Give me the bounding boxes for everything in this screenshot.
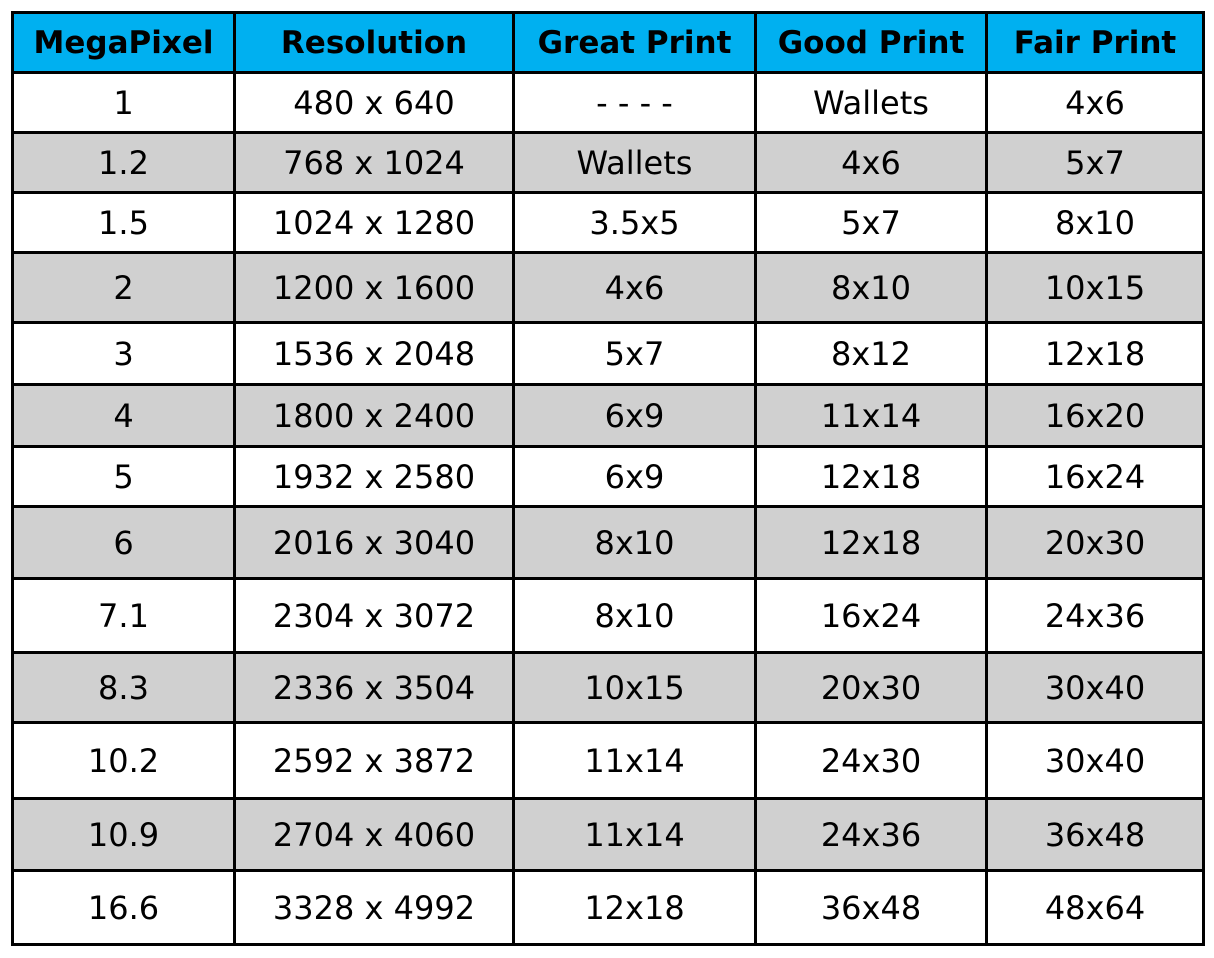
table-row: 1.2 768 x 1024 Wallets 4x6 5x7 bbox=[11, 131, 1205, 194]
table-cell: Wallets bbox=[754, 71, 988, 134]
header-row: MegaPixel Resolution Great Print Good Print… bbox=[11, 11, 1205, 74]
table-cell: Wallets bbox=[512, 131, 757, 194]
table-cell: 1200 x 1600 bbox=[233, 251, 515, 324]
table-row: 3 1536 x 2048 5x7 8x12 12x18 bbox=[11, 321, 1205, 386]
table-cell: 7.1 bbox=[11, 577, 236, 654]
table-row: 10.9 2704 x 4060 11x14 24x36 36x48 bbox=[11, 797, 1205, 872]
table-cell: 12x18 bbox=[754, 505, 988, 580]
table-cell: 3328 x 4992 bbox=[233, 869, 515, 946]
table-cell: 4x6 bbox=[985, 71, 1205, 134]
table-row: 6 2016 x 3040 8x10 12x18 20x30 bbox=[11, 505, 1205, 580]
table-cell: 48x64 bbox=[985, 869, 1205, 946]
table-cell: 4 bbox=[11, 383, 236, 448]
table-cell: 11x14 bbox=[512, 797, 757, 872]
table-cell: 30x40 bbox=[985, 721, 1205, 800]
table-cell: 10x15 bbox=[985, 251, 1205, 324]
table-cell: 1.5 bbox=[11, 191, 236, 254]
table-cell: 12x18 bbox=[512, 869, 757, 946]
table-cell: 2016 x 3040 bbox=[233, 505, 515, 580]
header-cell: Great Print bbox=[512, 11, 757, 74]
table-cell: 5x7 bbox=[985, 131, 1205, 194]
table-row: 1 480 x 640- - - - Wallets 4x6 bbox=[11, 71, 1205, 134]
table-cell: 1800 x 2400 bbox=[233, 383, 515, 448]
table-row: 16.6 3328 x 4992 12x18 36x48 48x64 bbox=[11, 869, 1205, 946]
table-cell: 5x7 bbox=[754, 191, 988, 254]
table-cell: 24x30 bbox=[754, 721, 988, 800]
table-cell: 16x24 bbox=[754, 577, 988, 654]
table-cell: 20x30 bbox=[754, 651, 988, 724]
table-cell: 36x48 bbox=[754, 869, 988, 946]
table-row: 4 1800 x 2400 6x9 11x14 16x20 bbox=[11, 383, 1205, 448]
table-cell: 30x40 bbox=[985, 651, 1205, 724]
table-cell: 2704 x 4060 bbox=[233, 797, 515, 872]
table-cell: 36x48 bbox=[985, 797, 1205, 872]
table-cell: 12x18 bbox=[985, 321, 1205, 386]
table-cell: 20x30 bbox=[985, 505, 1205, 580]
header-cell: MegaPixel bbox=[11, 11, 236, 74]
table-cell: 4x6 bbox=[512, 251, 757, 324]
table-cell: 2 bbox=[11, 251, 236, 324]
table-row: 8.3 2336 x 3504 10x15 20x30 30x40 bbox=[11, 651, 1205, 724]
table-cell: 3.5x5 bbox=[512, 191, 757, 254]
table-cell: 8x10 bbox=[512, 505, 757, 580]
table-cell: 12x18 bbox=[754, 445, 988, 508]
header-cell: Resolution bbox=[233, 11, 515, 74]
table-cell: 4x6 bbox=[754, 131, 988, 194]
table-cell: 6x9 bbox=[512, 445, 757, 508]
print-size-table: MegaPixel Resolution Great Print Good Print… bbox=[11, 11, 1205, 946]
table-cell: 16.6 bbox=[11, 869, 236, 946]
table-cell: 10.9 bbox=[11, 797, 236, 872]
table-cell: 24x36 bbox=[985, 577, 1205, 654]
table-cell: 11x14 bbox=[754, 383, 988, 448]
table-cell: - - - - bbox=[512, 71, 757, 134]
table-cell: 6 bbox=[11, 505, 236, 580]
table-cell: 480 x 640 bbox=[233, 71, 515, 134]
header-cell: Fair Print bbox=[985, 11, 1205, 74]
table-row: 7.1 2304 x 3072 8x10 16x24 24x36 bbox=[11, 577, 1205, 654]
table-cell: 8x10 bbox=[754, 251, 988, 324]
table-cell: 1024 x 1280 bbox=[233, 191, 515, 254]
table-row: 1.5 1024 x 1280 3.5x5 5x7 8x10 bbox=[11, 191, 1205, 254]
table-cell: 8x10 bbox=[512, 577, 757, 654]
table-row: 5 1932 x 2580 6x9 12x18 16x24 bbox=[11, 445, 1205, 508]
header-cell: Good Print bbox=[754, 11, 988, 74]
table-cell: 16x24 bbox=[985, 445, 1205, 508]
table-cell: 1.2 bbox=[11, 131, 236, 194]
table-row: 2 1200 x 1600 4x6 8x10 10x15 bbox=[11, 251, 1205, 324]
table-cell: 24x36 bbox=[754, 797, 988, 872]
table-cell: 8x12 bbox=[754, 321, 988, 386]
table-row: 10.2 2592 x 3872 11x14 24x30 30x40 bbox=[11, 721, 1205, 800]
table-cell: 10.2 bbox=[11, 721, 236, 800]
table-cell: 5 bbox=[11, 445, 236, 508]
table-cell: 8.3 bbox=[11, 651, 236, 724]
table-cell: 16x20 bbox=[985, 383, 1205, 448]
table-cell: 2336 x 3504 bbox=[233, 651, 515, 724]
table-cell: 1 bbox=[11, 71, 236, 134]
table-cell: 10x15 bbox=[512, 651, 757, 724]
table-cell: 5x7 bbox=[512, 321, 757, 386]
table-cell: 2304 x 3072 bbox=[233, 577, 515, 654]
table-cell: 1932 x 2580 bbox=[233, 445, 515, 508]
table-cell: 8x10 bbox=[985, 191, 1205, 254]
table-cell: 3 bbox=[11, 321, 236, 386]
table-cell: 1536 x 2048 bbox=[233, 321, 515, 386]
table-cell: 11x14 bbox=[512, 721, 757, 800]
table-cell: 768 x 1024 bbox=[233, 131, 515, 194]
table-cell: 2592 x 3872 bbox=[233, 721, 515, 800]
table-cell: 6x9 bbox=[512, 383, 757, 448]
